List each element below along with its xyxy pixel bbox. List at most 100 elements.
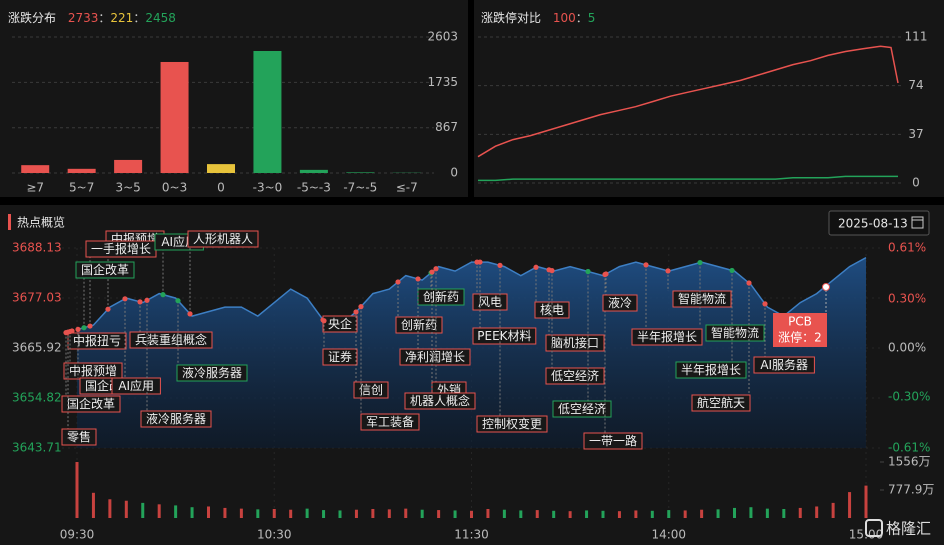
tag-label[interactable]: 智能物流	[678, 291, 726, 306]
tag-label[interactable]: 半年报增长	[637, 329, 697, 344]
tag[interactable]: 央企	[322, 315, 358, 333]
tag-box[interactable]	[176, 364, 248, 382]
tag-label[interactable]: 一带一路	[589, 433, 637, 448]
tag[interactable]: 国企改革	[75, 261, 135, 279]
tag-label[interactable]: 智能物流	[711, 325, 759, 340]
tag-box[interactable]	[353, 381, 389, 399]
tag-box[interactable]	[534, 301, 570, 319]
tag-box[interactable]	[395, 316, 443, 334]
tag-box[interactable]	[631, 328, 703, 346]
tag-label[interactable]: 一手报增长	[91, 241, 151, 256]
tag-box[interactable]	[552, 400, 612, 418]
tag-box[interactable]	[476, 415, 548, 433]
tag-box[interactable]	[129, 331, 213, 349]
tag[interactable]: 人形机器人	[187, 230, 259, 248]
tag-label[interactable]: 国企改革	[81, 262, 129, 277]
date-box[interactable]	[828, 210, 930, 236]
tag-box[interactable]	[360, 413, 420, 431]
tag-label[interactable]: 国企改革	[67, 396, 115, 411]
tag-label[interactable]: 零售	[67, 429, 91, 444]
tag[interactable]: 一带一路	[583, 432, 643, 450]
tag-box[interactable]	[545, 334, 605, 352]
tag-label[interactable]: 创新药	[401, 317, 437, 332]
date-picker[interactable]: 2025-08-13	[828, 210, 930, 236]
tag-box[interactable]	[675, 361, 747, 379]
tag-label[interactable]: 信创	[359, 383, 383, 397]
tag-label[interactable]: 净利润增长	[405, 350, 465, 364]
tag[interactable]: 半年报增长	[675, 361, 747, 379]
tag[interactable]: AI服务器	[753, 356, 815, 374]
tag-label[interactable]: 核电	[540, 303, 564, 317]
tag-box[interactable]	[691, 394, 751, 412]
tag[interactable]: 脑机接口	[545, 334, 605, 352]
tag-box[interactable]	[404, 392, 476, 410]
tag-label[interactable]: 低空经济	[558, 401, 606, 416]
tag[interactable]: 证券	[322, 348, 358, 366]
tag-label[interactable]: 液冷服务器	[146, 411, 206, 426]
tag-box[interactable]	[472, 293, 508, 311]
tag-box[interactable]	[61, 428, 97, 446]
tag[interactable]: 航空航天	[691, 394, 751, 412]
tag[interactable]: 创新药	[395, 316, 443, 334]
tag-box[interactable]	[602, 294, 638, 312]
tag-label[interactable]: 中报预增	[69, 363, 117, 378]
tag-label[interactable]: PEEK材料	[477, 329, 531, 343]
tag[interactable]: 风电	[472, 293, 508, 311]
tag[interactable]: 零售	[61, 428, 97, 446]
tag-box[interactable]	[322, 348, 358, 366]
tag[interactable]: 信创	[353, 381, 389, 399]
tag[interactable]: 半年报增长	[631, 328, 703, 346]
tag[interactable]: 低空经济	[545, 367, 605, 385]
tag-label[interactable]: 军工装备	[366, 415, 414, 429]
tag-box[interactable]	[753, 356, 815, 374]
tag[interactable]: 中报预增	[63, 362, 123, 380]
tag[interactable]: 净利润增长	[399, 348, 471, 366]
tag-label[interactable]: AI服务器	[760, 357, 808, 372]
tag[interactable]: AI应用	[111, 377, 161, 395]
tag-box[interactable]	[417, 288, 465, 306]
tag[interactable]: 液冷	[602, 294, 638, 312]
tag-label[interactable]: 人形机器人	[193, 232, 253, 246]
tag[interactable]: 控制权变更	[476, 415, 548, 433]
tag-label[interactable]: 中报扭亏	[73, 333, 121, 348]
tag[interactable]: 一手报增长	[85, 240, 157, 258]
tag-label[interactable]: 半年报增长	[681, 362, 741, 377]
tag[interactable]: 创新药	[417, 288, 465, 306]
tag-box[interactable]	[140, 410, 212, 428]
tag-label[interactable]: 脑机接口	[551, 335, 599, 350]
date[interactable]: 2025-08-13	[838, 217, 908, 231]
tag[interactable]: 液冷服务器	[140, 410, 212, 428]
tag-label[interactable]: 航空航天	[697, 395, 745, 410]
tag-label[interactable]: 控制权变更	[482, 416, 542, 431]
tag-label[interactable]: 创新药	[423, 289, 459, 304]
tag-box[interactable]	[545, 367, 605, 385]
tag[interactable]: 智能物流	[672, 290, 732, 308]
calendar-icon[interactable]	[911, 216, 924, 229]
tag-label[interactable]: 液冷	[608, 295, 632, 310]
tag-box[interactable]	[672, 290, 732, 308]
tag[interactable]: PEEK材料	[472, 327, 537, 345]
tag-box[interactable]	[61, 395, 121, 413]
tag-box[interactable]	[75, 261, 135, 279]
tag[interactable]: 核电	[534, 301, 570, 319]
tag[interactable]: 兵装重组概念	[129, 331, 213, 349]
tag-label[interactable]: AI应用	[118, 378, 154, 393]
tag-box[interactable]	[472, 327, 537, 345]
tag-label[interactable]: 机器人概念	[410, 393, 470, 408]
tag-label[interactable]: 风电	[478, 295, 502, 309]
tag[interactable]: 国企改革	[61, 395, 121, 413]
tag-box[interactable]	[583, 432, 643, 450]
tag-box[interactable]	[399, 348, 471, 366]
tag-label[interactable]: 液冷服务器	[182, 365, 242, 380]
tag-label[interactable]: 兵装重组概念	[135, 332, 207, 347]
tag-label[interactable]: 证券	[328, 349, 352, 364]
tag[interactable]: 低空经济	[552, 400, 612, 418]
tag[interactable]: 液冷服务器	[176, 364, 248, 382]
tag-box[interactable]	[187, 230, 259, 248]
tag-label[interactable]: 央企	[328, 316, 352, 331]
tag[interactable]: 智能物流	[705, 324, 765, 342]
tag[interactable]: 中报扭亏	[67, 332, 127, 350]
tag[interactable]: 机器人概念	[404, 392, 476, 410]
tag-box[interactable]	[111, 377, 161, 395]
tag-label[interactable]: 低空经济	[551, 368, 599, 383]
